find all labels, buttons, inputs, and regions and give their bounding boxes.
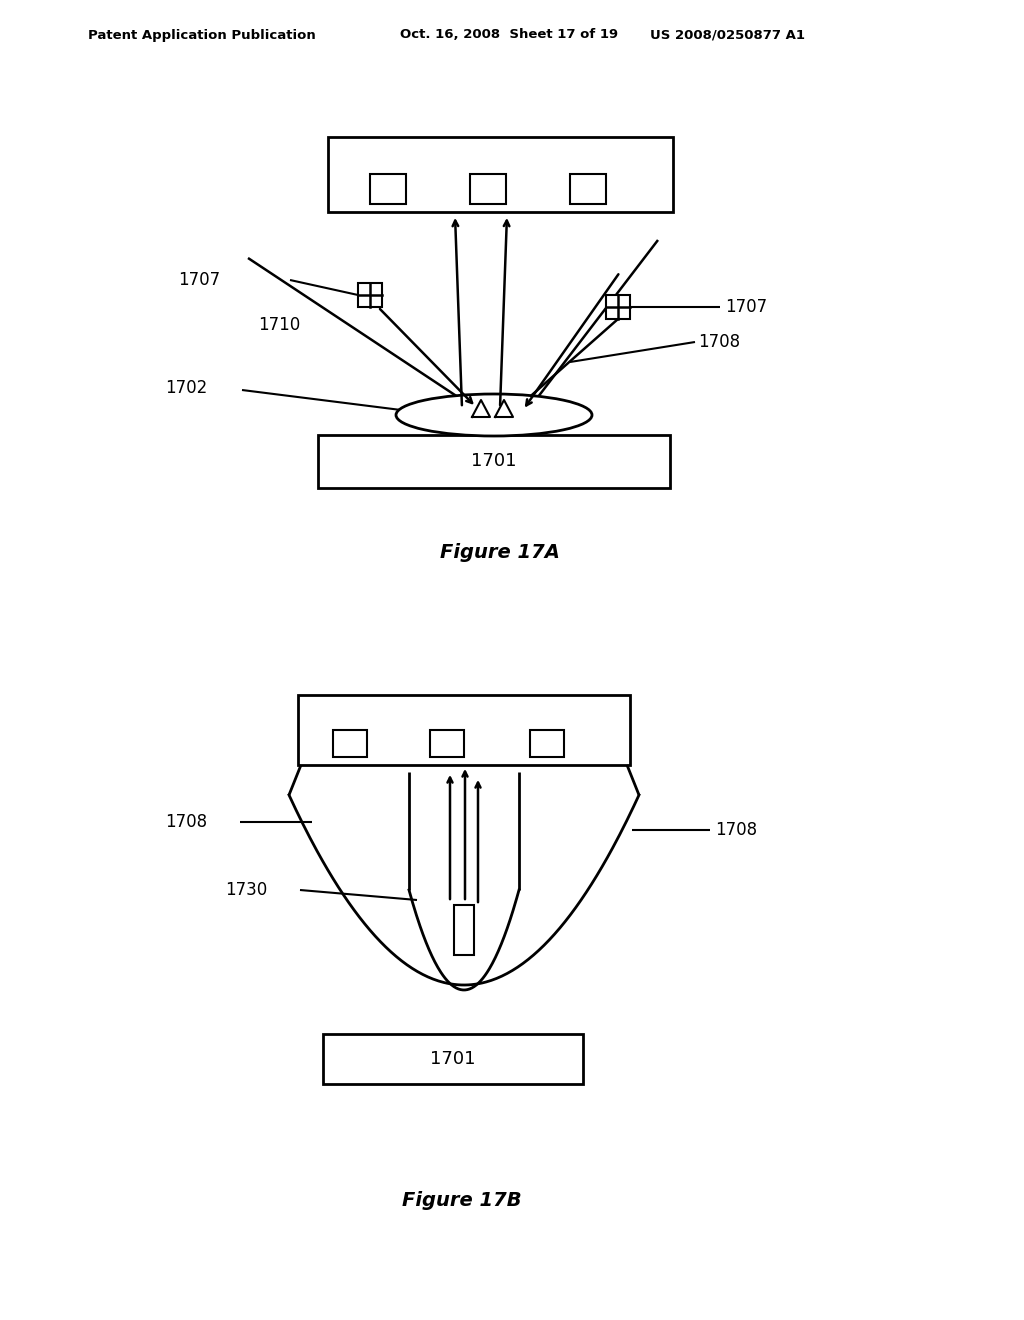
Bar xyxy=(328,137,673,213)
Text: US 2008/0250877 A1: US 2008/0250877 A1 xyxy=(650,29,805,41)
Ellipse shape xyxy=(396,393,592,436)
Bar xyxy=(358,282,382,308)
Bar xyxy=(370,174,406,205)
Bar xyxy=(530,730,564,756)
Bar xyxy=(470,174,506,205)
Text: Patent Application Publication: Patent Application Publication xyxy=(88,29,315,41)
Bar xyxy=(333,730,367,756)
Bar xyxy=(298,696,630,766)
Bar xyxy=(454,906,474,954)
Bar xyxy=(318,436,670,488)
Text: Oct. 16, 2008  Sheet 17 of 19: Oct. 16, 2008 Sheet 17 of 19 xyxy=(400,29,618,41)
Text: 1708: 1708 xyxy=(698,333,740,351)
Text: 1708: 1708 xyxy=(715,821,757,840)
Text: 1707: 1707 xyxy=(725,298,767,315)
Text: 1702: 1702 xyxy=(165,379,207,397)
Bar xyxy=(570,174,606,205)
Text: Figure 17B: Figure 17B xyxy=(402,1191,522,1209)
Text: 1701: 1701 xyxy=(430,1049,476,1068)
Text: 1708: 1708 xyxy=(165,813,207,832)
Text: 1730: 1730 xyxy=(225,880,267,899)
Bar xyxy=(323,1034,583,1084)
Text: 1707: 1707 xyxy=(178,271,220,289)
Text: 1710: 1710 xyxy=(258,315,300,334)
Text: Figure 17A: Figure 17A xyxy=(440,543,560,561)
Bar xyxy=(430,730,464,756)
Bar xyxy=(606,294,630,319)
Text: 1701: 1701 xyxy=(471,453,517,470)
